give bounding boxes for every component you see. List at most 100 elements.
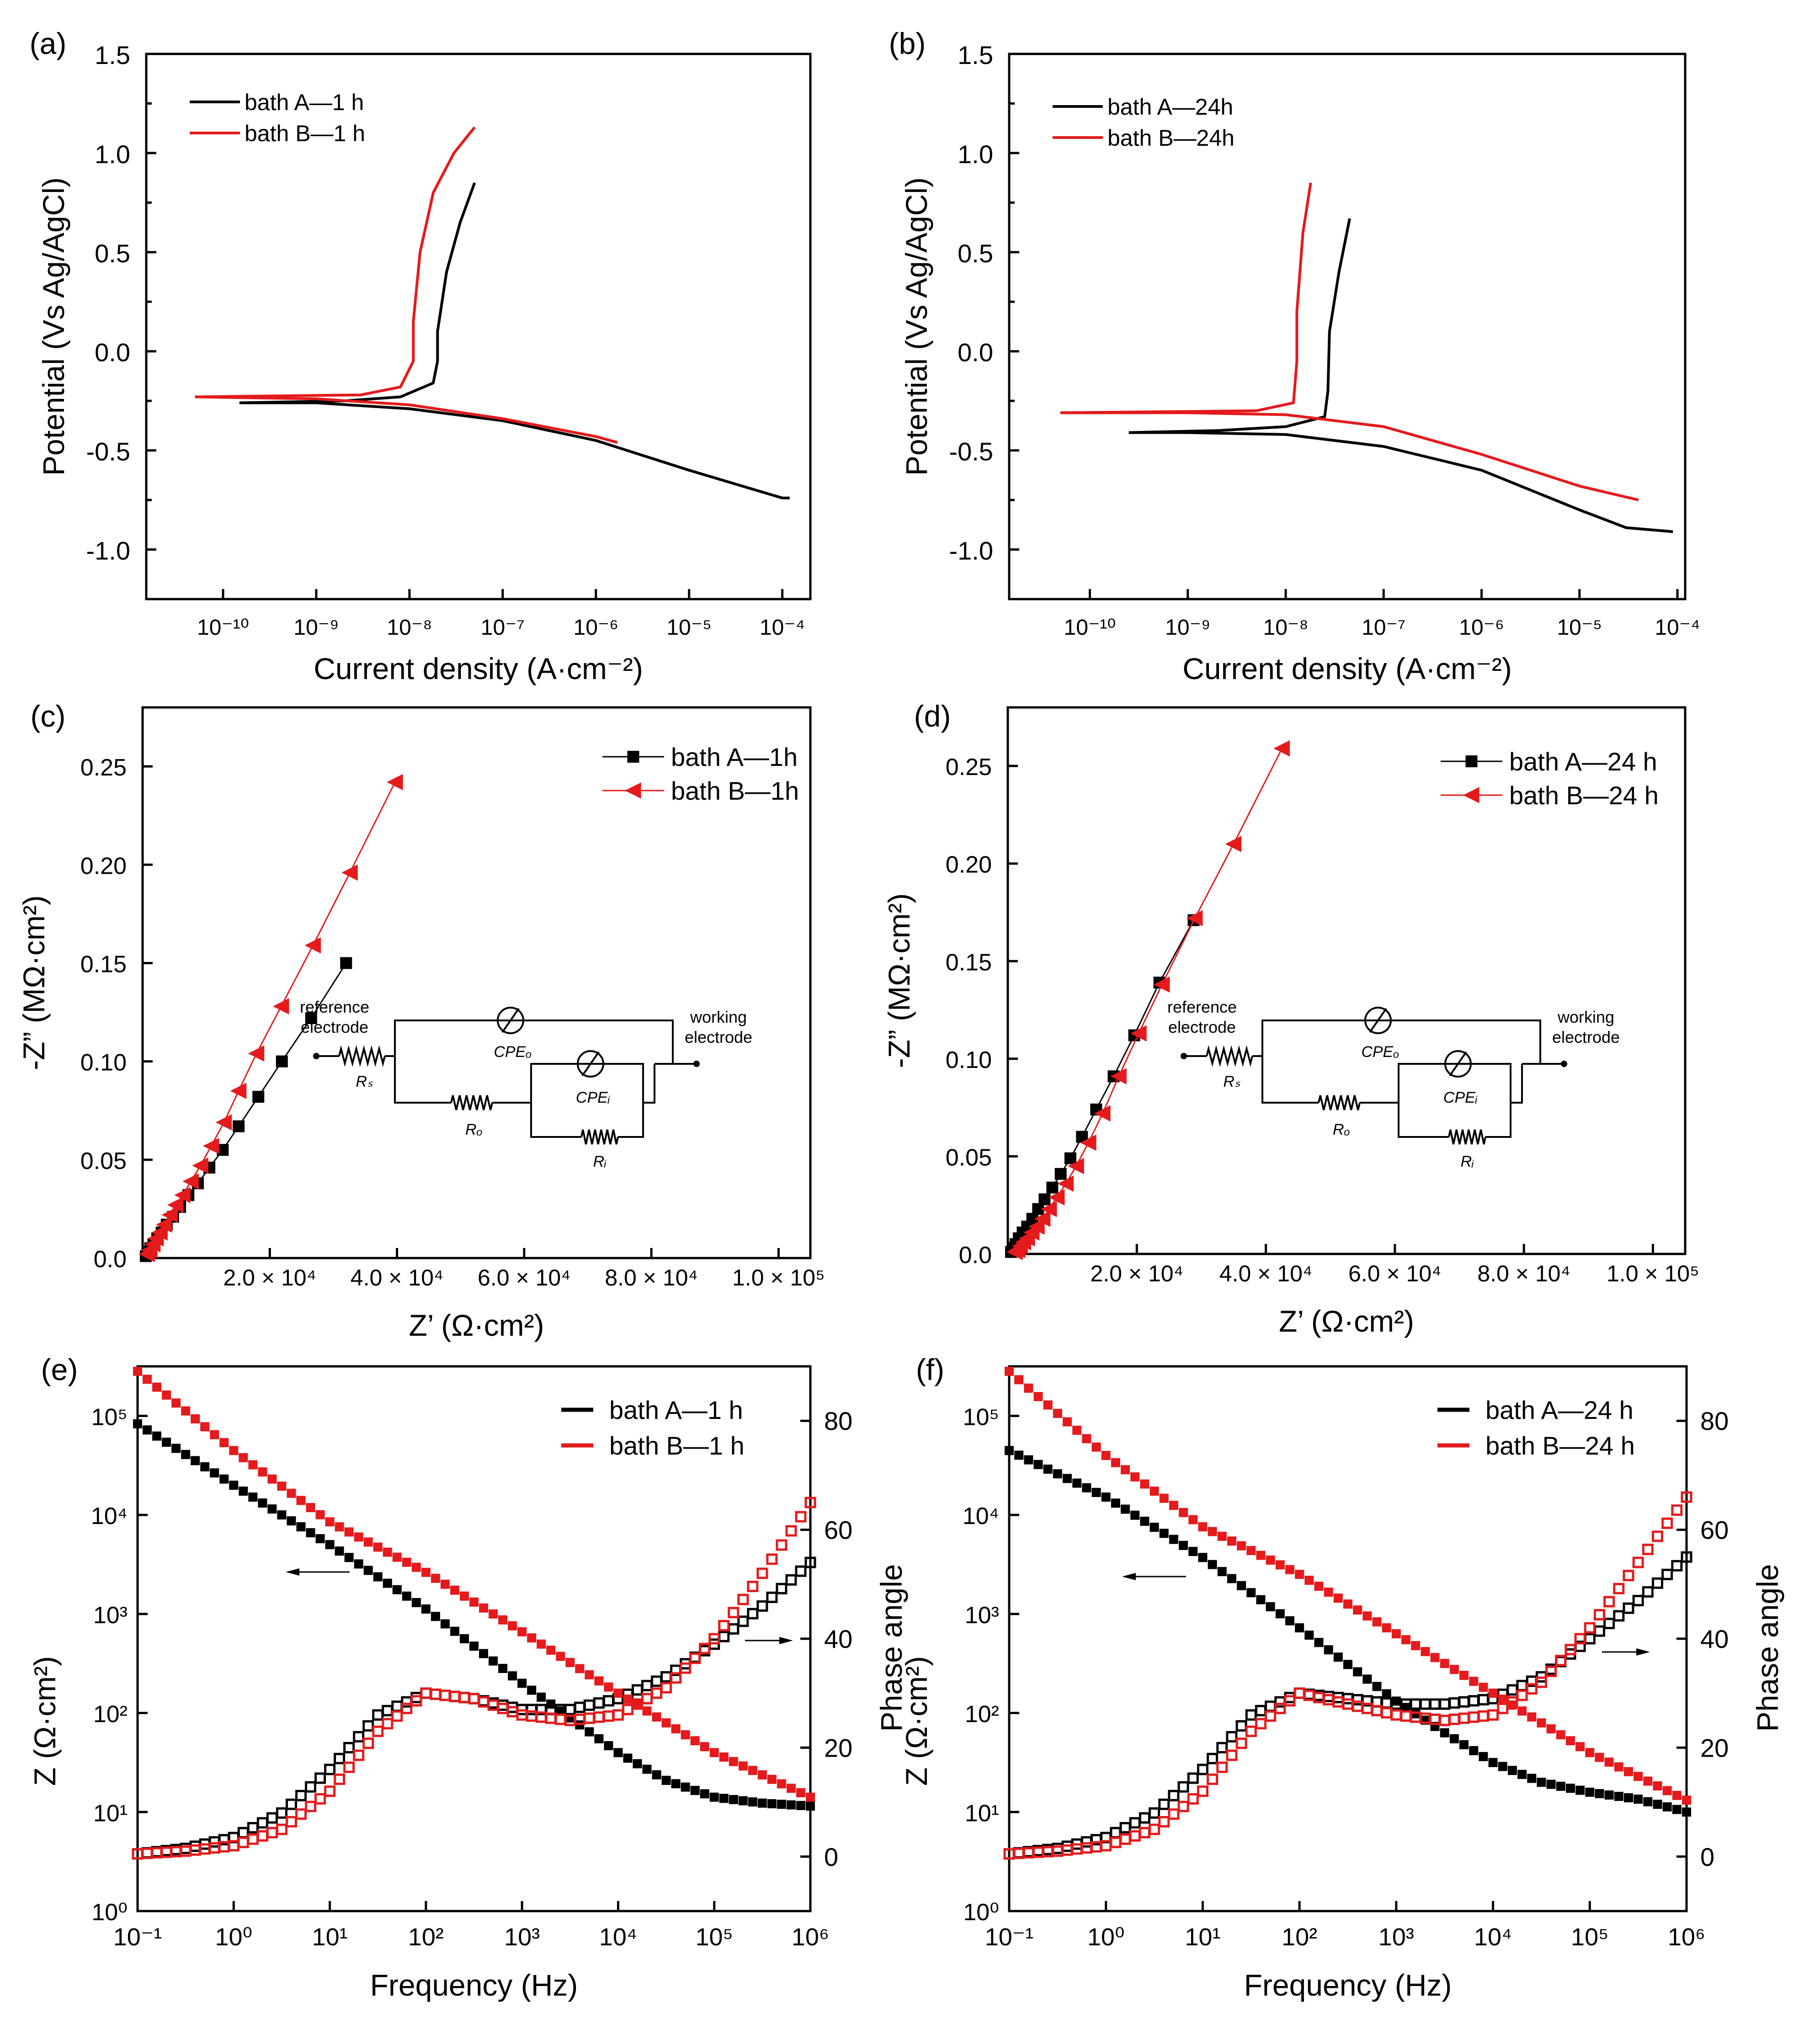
data-point [1048,1189,1065,1206]
legend-label: bath B—24h [1107,125,1235,151]
data-point [1449,1734,1459,1743]
data-point [335,1546,344,1556]
data-point [411,1562,421,1572]
data-point [690,1736,700,1746]
data-point [411,1598,421,1607]
data-point [1153,976,1170,993]
data-point [1274,1696,1286,1708]
data-point [1526,1683,1538,1695]
data-point [1362,1674,1372,1684]
data-point [1458,1696,1470,1708]
series-line [239,182,476,404]
y-tick-label: 0.0 [958,338,993,367]
data-point [633,1759,642,1768]
data-point [700,1789,709,1799]
data-point [633,1700,642,1710]
data-point [258,1498,267,1508]
data-point [468,1693,480,1705]
data-point [1110,1837,1122,1848]
data-point [1593,1625,1605,1637]
data-point [449,1690,461,1702]
plot-frame [145,53,812,600]
arrow-right-head [1636,1648,1650,1656]
x-tick-label: 10⁻¹⁰ [197,616,249,640]
data-point [1068,1158,1084,1174]
circuit-label-reference: reference [300,998,369,1016]
data-point [1273,740,1290,757]
y-tick-label: 10¹ [93,1800,128,1827]
data-point [1585,1787,1595,1797]
data-point [143,1425,152,1435]
data-point [1419,1698,1431,1710]
data-point [1439,1698,1451,1710]
data-point [1565,1644,1576,1656]
data-point [1477,1710,1489,1722]
x-axis-label: Frequency (Hz) [370,1968,578,2002]
data-point [1043,1400,1053,1410]
data-point [1198,1553,1208,1562]
cpe-slash [501,1008,520,1033]
data-point [623,1753,633,1763]
data-point [1216,1761,1228,1773]
data-point [766,1553,778,1565]
data-point [1429,1698,1441,1710]
data-point [1362,1611,1372,1621]
data-point [729,1795,738,1804]
data-point [1110,1068,1127,1085]
data-point [373,1542,383,1552]
data-point [526,1710,537,1722]
data-point [719,1752,729,1762]
data-point [1094,1105,1111,1122]
data-point [202,1137,219,1154]
data-point [1632,1556,1644,1568]
y2-tick-label: 20 [824,1733,852,1762]
legend-label: bath A—24 h [1485,1396,1634,1424]
data-point [660,1682,672,1694]
data-point [1057,1175,1074,1192]
data-point [1227,1536,1236,1546]
arrow-left-head [1122,1573,1136,1580]
data-point [258,1467,267,1477]
data-point [143,1375,152,1384]
legend-label: bath A—1 h [245,90,364,115]
data-point [167,1197,184,1213]
data-point [795,1511,807,1523]
data-point [1284,1695,1296,1707]
data-point [1565,1784,1575,1793]
data-point [517,1627,527,1636]
data-point [1487,1709,1499,1721]
data-point [602,1695,614,1707]
y-axis-label: -Z” (MΩ·cm²) [17,895,51,1070]
x-tick-label: 10³ [1378,1923,1414,1951]
data-point [1642,1544,1654,1556]
series-line [195,395,618,444]
data-point [133,1366,142,1376]
data-point [747,1581,759,1593]
resistor-ri [580,1129,619,1145]
y2-tick-label: 40 [824,1625,852,1653]
cpe-i [1444,1050,1472,1078]
x-tick-label: 1.0 × 10⁵ [732,1265,825,1291]
data-point [430,1689,442,1700]
x-tick-label: 10⁵ [1571,1923,1608,1951]
data-point [728,1623,740,1635]
data-point [248,1460,258,1470]
data-point [785,1525,797,1537]
resistor-ro [450,1095,493,1110]
y-tick-label: 10⁵ [91,1404,128,1430]
data-point [757,1798,767,1808]
data-point [1265,1710,1277,1722]
y-tick-label: 10⁰ [91,1899,128,1926]
y-tick-label: 0.25 [946,754,992,781]
data-point [593,1711,605,1723]
data-point [285,1816,297,1828]
data-point [171,1444,181,1453]
data-point [1516,1680,1528,1692]
data-point [680,1662,692,1674]
data-point [1140,1479,1149,1489]
data-point [1584,1633,1596,1645]
data-point [1295,1570,1304,1579]
data-point [1439,1715,1451,1726]
data-point [1033,1460,1043,1469]
data-point [191,1456,200,1466]
